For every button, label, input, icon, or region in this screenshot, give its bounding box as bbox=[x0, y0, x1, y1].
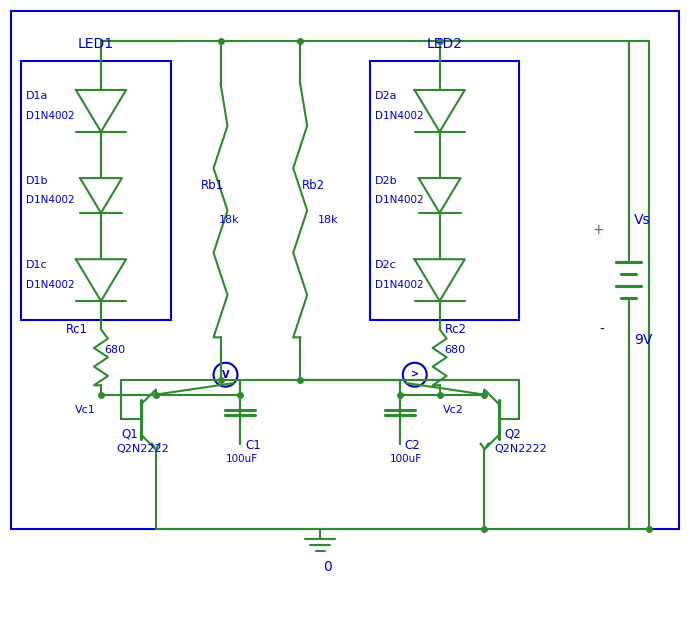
Text: 680: 680 bbox=[104, 345, 125, 355]
Text: >: > bbox=[411, 370, 419, 379]
Text: D1b: D1b bbox=[27, 176, 49, 186]
Text: Q2N2222: Q2N2222 bbox=[116, 444, 169, 454]
Text: 18k: 18k bbox=[318, 215, 339, 225]
Text: Vs: Vs bbox=[634, 213, 650, 228]
Text: Q2N2222: Q2N2222 bbox=[494, 444, 547, 454]
Text: Rb1: Rb1 bbox=[201, 179, 224, 192]
Text: LED2: LED2 bbox=[426, 37, 463, 51]
Text: C2: C2 bbox=[405, 439, 421, 452]
Text: Rc2: Rc2 bbox=[444, 323, 467, 336]
Text: D2c: D2c bbox=[375, 260, 397, 270]
Text: D2b: D2b bbox=[375, 176, 398, 186]
Text: +: + bbox=[592, 223, 604, 238]
Text: D1N4002: D1N4002 bbox=[27, 280, 75, 290]
Text: Rc1: Rc1 bbox=[66, 323, 88, 336]
Text: D1N4002: D1N4002 bbox=[27, 111, 75, 121]
Text: Vc1: Vc1 bbox=[76, 405, 96, 415]
Text: 680: 680 bbox=[444, 345, 466, 355]
Text: D1a: D1a bbox=[27, 91, 49, 101]
Text: V: V bbox=[222, 370, 229, 379]
Text: D1N4002: D1N4002 bbox=[375, 280, 424, 290]
Text: 0: 0 bbox=[323, 560, 332, 574]
Text: 9V: 9V bbox=[634, 333, 652, 347]
Text: Q1: Q1 bbox=[121, 428, 138, 441]
Text: D1c: D1c bbox=[27, 260, 48, 270]
Text: Rb2: Rb2 bbox=[302, 179, 326, 192]
Text: 100uF: 100uF bbox=[390, 454, 422, 465]
Text: -: - bbox=[599, 323, 604, 337]
Text: D1N4002: D1N4002 bbox=[375, 196, 424, 205]
Text: 18k: 18k bbox=[218, 215, 239, 225]
Text: D1N4002: D1N4002 bbox=[375, 111, 424, 121]
Text: Q2: Q2 bbox=[505, 428, 521, 441]
Text: Vc2: Vc2 bbox=[442, 405, 463, 415]
Text: 100uF: 100uF bbox=[225, 454, 258, 465]
Text: C1: C1 bbox=[246, 439, 261, 452]
Text: LED1: LED1 bbox=[78, 37, 114, 51]
Text: D2a: D2a bbox=[375, 91, 398, 101]
Text: D1N4002: D1N4002 bbox=[27, 196, 75, 205]
